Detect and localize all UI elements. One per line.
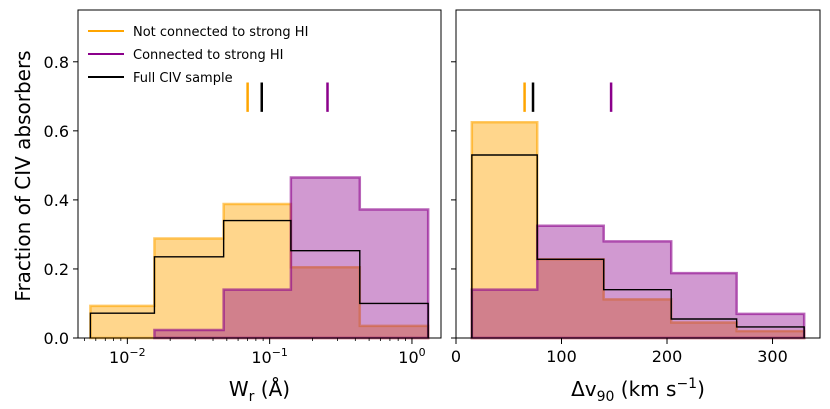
panel-velocity-width: 0 100 200 300 Δv90 (km s−1) <box>451 9 821 405</box>
x-tick-label: 100 <box>398 346 425 367</box>
hist-dv-connected-to-strong-hi <box>470 224 806 340</box>
x-tick-label: 100 <box>546 347 577 366</box>
y-tick-label: 0.4 <box>44 191 69 210</box>
y-axis-label: Fraction of CIV absorbers <box>11 50 35 301</box>
x-tick-label: 10−2 <box>109 346 146 367</box>
legend-label-full-civ-sample: Full CIV sample <box>133 71 233 86</box>
y-tick-label: 0.0 <box>44 329 69 348</box>
y-tick-label: 0.8 <box>44 53 69 72</box>
x-axis-label-dv: Δv90 (km s−1) <box>571 376 705 405</box>
x-axis-label-wr: Wr (Å) <box>229 377 290 405</box>
legend-label-not-connected-to-strong-hi: Not connected to strong HI <box>133 25 308 40</box>
x-tick-label: 10−1 <box>251 346 288 367</box>
panel-equivalent-width: 0.0 0.2 0.4 0.6 0.8 10−2 10−1 100 Wr (Å) Not conn… <box>44 9 442 405</box>
legend-label-connected-to-strong-hi: Connected to strong HI <box>133 48 283 63</box>
axes-frame-dv <box>455 9 821 339</box>
hist-dv-full-civ-sample <box>471 154 805 338</box>
hist-wr-full-civ-sample <box>89 219 429 338</box>
axes-frame-wr <box>77 9 442 339</box>
y-tick-label: 0.2 <box>44 260 69 279</box>
x-tick-label: 0 <box>451 347 461 366</box>
x-tick-label: 300 <box>757 347 788 366</box>
y-tick-label: 0.6 <box>44 122 69 141</box>
x-tick-label: 200 <box>652 347 683 366</box>
